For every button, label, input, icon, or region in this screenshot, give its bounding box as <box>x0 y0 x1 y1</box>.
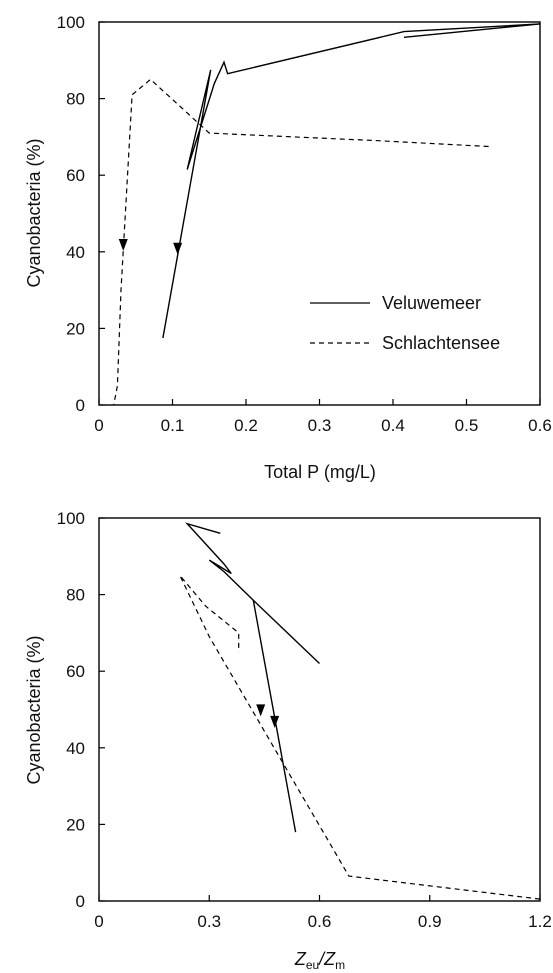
y-tick-label-bottom: 20 <box>66 815 85 834</box>
bottom-panel: 0 0.3 0.6 0.9 1.2 0 20 40 60 80 100 Zeu/Zm Cyanoba… <box>24 509 552 972</box>
x-tick-label-top: 0.4 <box>381 416 405 435</box>
x-label-sub-eu: eu <box>306 958 319 972</box>
series-line-schlachtensee-top <box>113 78 489 406</box>
x-tick-label-top: 0.3 <box>308 416 332 435</box>
x-tick-label-top: 0.5 <box>455 416 479 435</box>
x-label-sep: /Z <box>317 949 336 969</box>
y-tick-label-top: 100 <box>57 13 85 32</box>
series-group-top <box>113 23 541 406</box>
y-tick-label-bottom: 80 <box>66 586 85 605</box>
y-tick-label-top: 80 <box>66 90 85 109</box>
legend: Veluwemeer Schlachtensee <box>310 293 500 353</box>
arrow-marker-schlachtensee-bottom <box>256 704 266 717</box>
axis-ticks-top: 0 0.1 0.2 0.3 0.4 0.5 0.6 0 20 40 60 80 100 <box>57 13 552 435</box>
x-tick-label-top: 0.1 <box>161 416 185 435</box>
x-axis-label-top: Total P (mg/L) <box>264 462 376 482</box>
y-tick-label-bottom: 0 <box>76 892 85 911</box>
y-axis-label-bottom: Cyanobacteria (%) <box>24 635 44 784</box>
x-tick-label-top: 0.2 <box>234 416 258 435</box>
x-tick-label-top: 0.6 <box>528 416 552 435</box>
series-group-bottom <box>179 522 541 900</box>
axis-ticks-bottom: 0 0.3 0.6 0.9 1.2 0 20 40 60 80 100 <box>57 509 552 931</box>
legend-label-veluwemeer: Veluwemeer <box>382 293 481 313</box>
y-tick-label-bottom: 60 <box>66 662 85 681</box>
legend-label-schlachtensee: Schlachtensee <box>382 333 500 353</box>
x-label-sub-m: m <box>335 958 345 972</box>
x-label-z: Z <box>294 949 307 969</box>
series-line-schlachtensee-bottom <box>179 575 541 900</box>
y-tick-label-top: 60 <box>66 166 85 185</box>
series-line-veluwemeer-bottom <box>185 522 320 665</box>
y-tick-label-top: 0 <box>76 396 85 415</box>
x-tick-label-top: 0 <box>94 416 103 435</box>
arrow-marker-veluwemeer-bottom <box>270 715 280 728</box>
x-tick-label-bottom: 1.2 <box>528 912 552 931</box>
y-tick-label-bottom: 40 <box>66 739 85 758</box>
arrow-marker-veluwemeer-top <box>173 242 183 255</box>
x-tick-label-bottom: 0.9 <box>418 912 442 931</box>
x-axis-label-bottom: Zeu/Zm <box>294 949 345 972</box>
plot-frame-bottom <box>98 517 541 902</box>
y-tick-label-top: 20 <box>66 319 85 338</box>
y-tick-label-bottom: 100 <box>57 509 85 528</box>
x-tick-label-bottom: 0.6 <box>308 912 332 931</box>
top-panel: 0 0.1 0.2 0.3 0.4 0.5 0.6 0 20 40 60 80 100 Veluweme… <box>24 13 552 482</box>
y-axis-label-top: Cyanobacteria (%) <box>24 138 44 287</box>
x-tick-label-bottom: 0 <box>94 912 103 931</box>
arrow-marker-schlachtensee-top <box>118 238 128 251</box>
x-tick-label-bottom: 0.3 <box>197 912 221 931</box>
series-line-veluwemeer-top <box>162 23 541 339</box>
y-tick-label-top: 40 <box>66 243 85 262</box>
